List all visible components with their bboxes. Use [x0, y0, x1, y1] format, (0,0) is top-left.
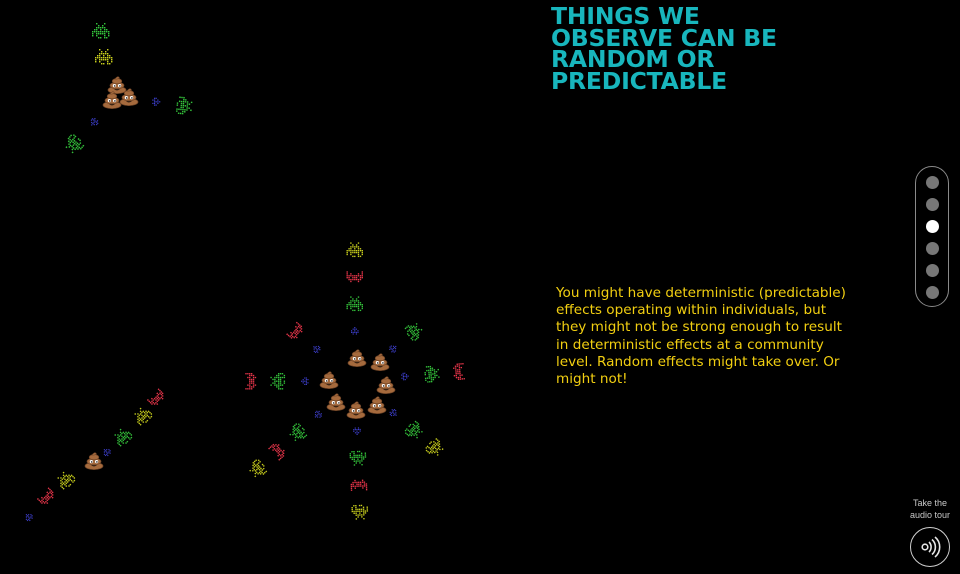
nav-dot-active[interactable]	[926, 220, 939, 233]
pixel-alien-icon	[36, 487, 54, 505]
pixel-alien-icon	[401, 372, 409, 381]
poop-emoji-icon	[347, 349, 367, 367]
pixel-alien-icon	[249, 459, 268, 478]
pixel-alien-icon	[90, 117, 99, 126]
pixel-alien-icon	[453, 362, 465, 380]
pixel-alien-icon	[346, 296, 363, 312]
poop-emoji-icon	[370, 353, 390, 371]
pixel-alien-icon	[268, 443, 285, 461]
pixel-alien-icon	[350, 479, 368, 491]
pixel-alien-icon	[424, 365, 440, 383]
pixel-alien-icon	[146, 388, 164, 406]
pixel-alien-icon	[313, 345, 321, 354]
poop-emoji-icon	[119, 88, 139, 106]
pixel-alien-icon	[353, 427, 361, 435]
pixel-alien-icon	[346, 271, 363, 283]
pixel-alien-icon	[389, 345, 397, 353]
poop-emoji-icon	[367, 396, 387, 414]
poop-emoji-icon	[376, 376, 396, 394]
poop-emoji-icon	[319, 371, 339, 389]
pixel-alien-icon	[425, 438, 444, 456]
pixel-alien-icon	[176, 96, 193, 115]
audio-tour-label: Take the audio tour	[909, 498, 951, 520]
title-line: RANDOM OR	[551, 45, 715, 73]
poop-emoji-icon	[84, 452, 104, 470]
pixel-alien-icon	[349, 450, 367, 466]
poop-emoji-icon	[102, 91, 122, 109]
explanation-text: You might have deterministic (predictabl…	[556, 285, 846, 388]
speaker-waves-icon	[921, 536, 941, 558]
pixel-alien-icon	[389, 408, 397, 417]
pixel-alien-icon	[152, 97, 161, 106]
pixel-alien-icon	[57, 471, 76, 490]
page-title: THINGS WE OBSERVE CAN BE RANDOM OR PREDI…	[551, 2, 851, 95]
nav-dot[interactable]	[926, 198, 939, 211]
nav-dot[interactable]	[926, 286, 939, 299]
nav-dot[interactable]	[926, 176, 939, 189]
pixel-alien-icon	[314, 410, 323, 418]
pixel-alien-icon	[25, 513, 33, 522]
pixel-alien-icon	[351, 504, 369, 520]
pixel-alien-icon	[286, 321, 303, 339]
title-line: PREDICTABLE	[551, 66, 728, 95]
nav-dot[interactable]	[926, 242, 939, 255]
pixel-alien-icon	[346, 242, 363, 258]
pixel-alien-icon	[134, 407, 153, 426]
pixel-alien-icon	[114, 428, 133, 447]
section-nav	[915, 166, 949, 307]
pixel-alien-icon	[289, 423, 308, 442]
nav-dot[interactable]	[926, 264, 939, 277]
title-line: OBSERVE CAN BE	[551, 23, 777, 52]
pixel-alien-icon	[270, 373, 286, 390]
pixel-alien-icon	[103, 448, 111, 457]
audio-tour-button[interactable]	[910, 527, 950, 567]
pixel-alien-icon	[92, 23, 110, 39]
pixel-alien-icon	[95, 49, 113, 65]
poop-emoji-icon	[107, 76, 127, 94]
pixel-alien-icon	[404, 322, 423, 341]
title-line: THINGS WE	[551, 2, 700, 30]
poop-emoji-icon	[346, 401, 366, 419]
pixel-alien-icon	[404, 420, 423, 439]
poop-emoji-icon	[326, 393, 346, 411]
pixel-alien-icon	[245, 373, 257, 390]
pixel-alien-icon	[351, 327, 359, 335]
pixel-alien-icon	[301, 377, 309, 385]
pixel-alien-icon	[65, 134, 85, 154]
